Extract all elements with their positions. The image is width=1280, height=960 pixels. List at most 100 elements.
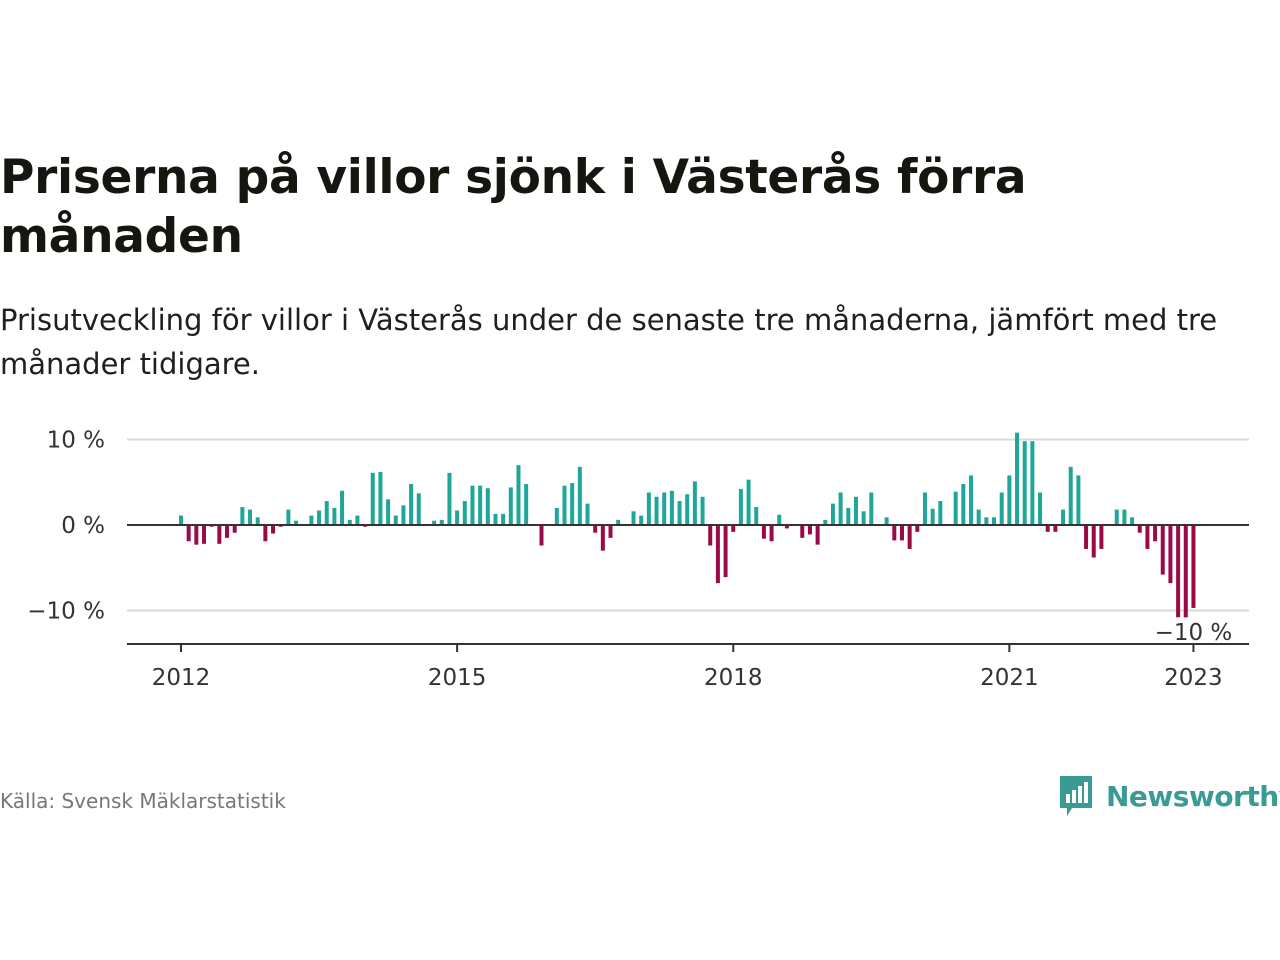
bar (255, 517, 260, 525)
bar (600, 525, 605, 551)
bar (593, 525, 598, 533)
y-tick-label: 10 % (47, 428, 105, 454)
bar (271, 525, 276, 534)
chart-subtitle: Prisutveckling för villor i Västerås und… (0, 303, 1218, 381)
y-tick-label: 0 % (61, 513, 105, 539)
bar (677, 501, 682, 525)
bar (953, 491, 958, 525)
bar (984, 517, 989, 525)
bar (1022, 441, 1027, 525)
bar (899, 525, 904, 541)
bar (294, 520, 299, 525)
bar (738, 489, 743, 525)
axes (127, 524, 1249, 645)
bar (884, 517, 889, 525)
bar (470, 485, 475, 525)
bar (708, 525, 713, 546)
bar (493, 513, 498, 525)
bar (1122, 509, 1127, 525)
x-tick-label: 2021 (980, 665, 1039, 691)
annotation: −10 % (1152, 618, 1235, 649)
bar (815, 525, 820, 545)
bar (853, 496, 858, 525)
bar (731, 525, 736, 532)
bar (340, 490, 345, 525)
bar (654, 496, 659, 525)
bar (409, 483, 414, 525)
bar (324, 501, 329, 525)
bar (447, 472, 452, 525)
newsworthy-logo-icon (1060, 776, 1092, 816)
bar (554, 507, 559, 525)
bars (179, 432, 1196, 618)
bar-chart: 10 % 0 % −10 % 2012 2015 2018 2021 2023 −10 % (27, 428, 1249, 691)
bar (455, 510, 460, 526)
bar (401, 505, 406, 525)
bar (462, 501, 467, 525)
bar (969, 475, 974, 525)
bar (616, 519, 621, 525)
brand-name: Newsworthy (1106, 779, 1280, 813)
bar (662, 492, 667, 525)
bar (1145, 525, 1150, 549)
bar (309, 515, 314, 525)
bar (1099, 525, 1104, 549)
bar (263, 525, 268, 542)
bar (370, 472, 375, 525)
bar (692, 481, 697, 525)
bar (286, 509, 291, 525)
bar (539, 525, 544, 546)
bar (754, 507, 759, 526)
bar (784, 525, 789, 529)
brand-logo: Newsworthy (1058, 774, 1280, 818)
bar (1160, 525, 1165, 575)
bar (562, 485, 567, 525)
bar (961, 483, 966, 525)
bar (915, 525, 920, 532)
bar (807, 525, 812, 535)
bar (869, 492, 874, 525)
bar (516, 465, 521, 525)
bar (930, 508, 935, 525)
y-axis-tick-labels: 10 % 0 % −10 % (27, 428, 105, 625)
bar (439, 519, 444, 525)
bar (976, 509, 981, 525)
bar (186, 525, 191, 542)
bar (217, 525, 222, 544)
bar (938, 501, 943, 525)
bar (700, 496, 705, 525)
x-axis-ticks: 2012 2015 2018 2021 2023 (152, 644, 1223, 691)
bar (432, 520, 437, 525)
bar (1153, 525, 1158, 542)
bar (715, 525, 720, 584)
bar (317, 510, 322, 526)
bar (501, 513, 506, 525)
bar (1007, 475, 1012, 525)
chart-title: Priserna på villor sjönk i Västerås förr… (0, 150, 1027, 264)
bar (777, 514, 782, 525)
bar (1038, 492, 1043, 525)
bar (800, 525, 805, 538)
x-tick-label: 2018 (704, 665, 763, 691)
bar (1091, 525, 1096, 558)
bar (240, 507, 245, 526)
bar (524, 483, 529, 525)
bar (485, 488, 490, 525)
bar (1130, 517, 1135, 525)
bar (746, 479, 751, 526)
bar (823, 519, 828, 525)
bar (769, 525, 774, 542)
bar (1084, 525, 1089, 549)
bar (639, 515, 644, 525)
bar (1045, 525, 1050, 532)
bar (907, 525, 912, 549)
bar (225, 525, 230, 538)
bar (1137, 525, 1142, 533)
bar (1076, 475, 1081, 525)
bar (646, 492, 651, 525)
bar (585, 503, 590, 526)
bar (631, 511, 636, 525)
bar (1053, 525, 1058, 532)
bar (922, 492, 927, 525)
bar (478, 485, 483, 525)
